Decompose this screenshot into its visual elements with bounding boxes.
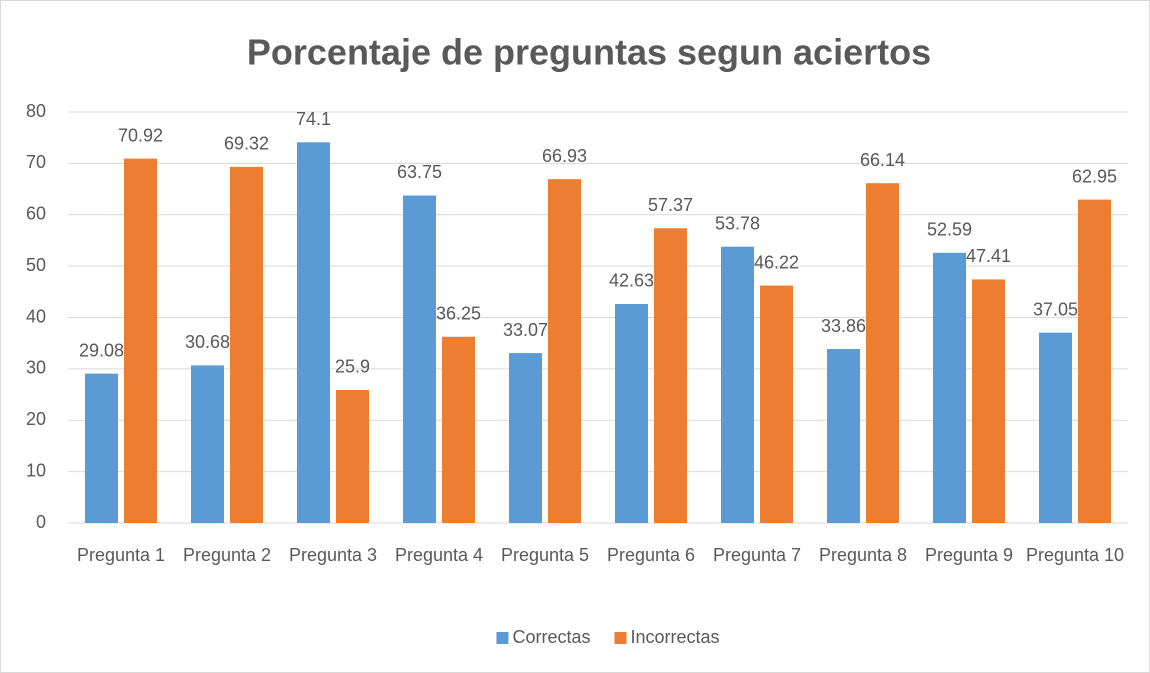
y-tick-label: 30 <box>26 358 46 378</box>
data-label: 46.22 <box>754 252 799 272</box>
x-tick-label: Pregunta 3 <box>288 545 378 565</box>
data-label: 66.14 <box>860 150 905 170</box>
bar <box>191 365 224 523</box>
x-tick-label: Pregunta 2 <box>182 545 272 565</box>
y-tick-label: 80 <box>26 101 46 121</box>
bar <box>1039 332 1072 523</box>
data-label: 69.32 <box>224 134 269 154</box>
data-label: 33.07 <box>503 320 548 340</box>
data-label: 70.92 <box>118 125 163 145</box>
x-tick-label: Pregunta 9 <box>924 545 1014 565</box>
data-label: 36.25 <box>436 304 481 324</box>
legend-swatch <box>496 632 509 644</box>
bar <box>866 183 899 523</box>
data-label: 29.08 <box>79 340 124 360</box>
x-tick-label: Pregunta 5 <box>500 545 590 565</box>
y-tick-label: 50 <box>26 255 46 275</box>
bar <box>972 279 1005 523</box>
bar <box>548 179 581 523</box>
data-label: 53.78 <box>715 213 760 233</box>
bar <box>297 142 330 523</box>
bar <box>124 158 157 523</box>
x-tick-label: Pregunta 8 <box>818 545 908 565</box>
data-label: 66.93 <box>542 146 587 166</box>
data-label: 30.68 <box>185 332 230 352</box>
bar <box>85 373 118 523</box>
x-tick-label: Pregunta 4 <box>394 545 484 565</box>
x-tick-label: Pregunta 6 <box>606 545 696 565</box>
y-tick-label: 60 <box>26 204 46 224</box>
bar <box>230 166 263 523</box>
data-label: 74.1 <box>296 109 331 129</box>
y-tick-label: 70 <box>26 152 46 172</box>
bar <box>654 228 687 523</box>
bar <box>336 389 369 523</box>
data-label: 57.37 <box>648 195 693 215</box>
bar <box>403 195 436 523</box>
bar <box>827 349 860 523</box>
bar <box>721 246 754 523</box>
data-label: 37.05 <box>1033 299 1078 319</box>
x-tick-label: Pregunta 7 <box>712 545 802 565</box>
data-label: 63.75 <box>397 162 442 182</box>
data-label: 25.9 <box>335 357 370 377</box>
bar <box>509 353 542 523</box>
legend-label: Incorrectas <box>630 627 719 647</box>
bar <box>615 303 648 523</box>
y-tick-label: 20 <box>26 409 46 429</box>
data-label: 42.63 <box>609 271 654 291</box>
bar <box>1078 199 1111 524</box>
bar <box>933 252 966 523</box>
data-label: 47.41 <box>966 246 1011 266</box>
legend-label: Correctas <box>512 627 590 647</box>
bar <box>442 336 475 523</box>
x-tick-label: Pregunta 10 <box>1025 545 1125 565</box>
x-tick-label: Pregunta 1 <box>76 545 166 565</box>
bar <box>760 285 793 523</box>
y-tick-label: 0 <box>36 512 46 532</box>
legend-swatch <box>614 632 627 644</box>
data-label: 33.86 <box>821 316 866 336</box>
data-label: 62.95 <box>1072 166 1117 186</box>
y-tick-label: 40 <box>26 306 46 326</box>
y-tick-label: 10 <box>26 460 46 480</box>
chart-title: Porcentaje de preguntas segun aciertos <box>247 32 931 73</box>
data-label: 52.59 <box>927 220 972 240</box>
